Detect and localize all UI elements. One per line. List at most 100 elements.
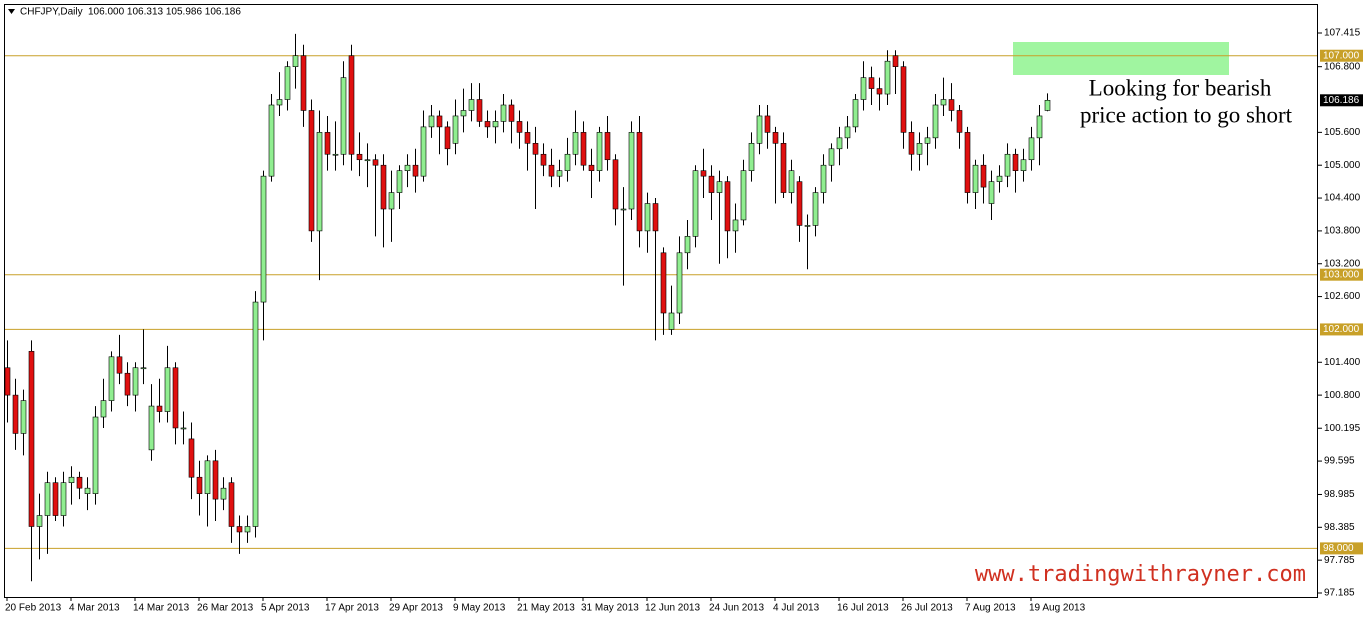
candle-body bbox=[1004, 153, 1011, 177]
candle-body bbox=[108, 356, 115, 401]
candle-body bbox=[404, 164, 411, 171]
candle-body bbox=[932, 104, 939, 139]
candle-body bbox=[228, 482, 235, 527]
plot-frame bbox=[4, 4, 1318, 598]
candle-body bbox=[700, 170, 707, 177]
candle-body bbox=[860, 77, 867, 100]
candle-body bbox=[268, 104, 275, 177]
candle-body bbox=[396, 170, 403, 193]
level-label: 102.000 bbox=[1323, 324, 1360, 335]
x-tick-label: 4 Jul 2013 bbox=[773, 603, 820, 614]
candle-body bbox=[260, 175, 267, 303]
candle-body bbox=[292, 55, 299, 67]
candle-body bbox=[188, 438, 195, 478]
candle-body bbox=[676, 252, 683, 314]
y-tick-label: 105.600 bbox=[1324, 127, 1361, 138]
x-tick-label: 16 Jul 2013 bbox=[837, 603, 889, 614]
x-tick-label: 29 Apr 2013 bbox=[389, 603, 443, 614]
candle-body bbox=[660, 252, 667, 314]
x-tick-label: 5 Apr 2013 bbox=[261, 603, 310, 614]
candle-body bbox=[316, 132, 323, 232]
candle-body bbox=[548, 164, 555, 177]
candle-body bbox=[60, 482, 67, 516]
candle-body bbox=[908, 132, 915, 155]
symbol-label: CHFJPY,Daily bbox=[20, 7, 83, 18]
candle-body bbox=[84, 487, 91, 494]
y-tick-label: 98.985 bbox=[1324, 489, 1355, 500]
candle-body bbox=[420, 126, 427, 177]
candle-body bbox=[436, 115, 443, 128]
candle-body bbox=[172, 367, 179, 429]
level-label: 107.000 bbox=[1323, 50, 1360, 61]
candle-body bbox=[748, 143, 755, 171]
candle-body bbox=[956, 110, 963, 133]
candle-body bbox=[460, 110, 467, 117]
candle-body bbox=[756, 115, 763, 144]
level-label-box bbox=[1320, 268, 1363, 281]
y-tick-label: 103.200 bbox=[1324, 258, 1361, 269]
y-tick-label: 107.415 bbox=[1324, 28, 1361, 39]
candle-body bbox=[780, 143, 787, 193]
y-tick-label: 105.000 bbox=[1324, 160, 1361, 171]
candle-body bbox=[236, 526, 243, 533]
candle-body bbox=[412, 164, 419, 177]
x-tick-label: 19 Aug 2013 bbox=[1029, 603, 1086, 614]
x-tick-label: 12 Jun 2013 bbox=[645, 603, 700, 614]
price-label: 106.186 bbox=[1323, 95, 1360, 106]
y-tick-label: 100.800 bbox=[1324, 390, 1361, 401]
x-tick-label: 14 Mar 2013 bbox=[133, 603, 190, 614]
candle-body bbox=[724, 181, 731, 232]
candle-body bbox=[76, 476, 83, 489]
candle-body bbox=[92, 416, 99, 494]
candle-body bbox=[644, 203, 651, 232]
y-tick-label: 97.785 bbox=[1324, 555, 1355, 566]
target-zone bbox=[1013, 42, 1229, 75]
candle-body bbox=[892, 55, 899, 67]
candle-body bbox=[44, 482, 51, 516]
watermark: www.tradingwithrayner.com bbox=[975, 562, 1306, 587]
candle-body bbox=[132, 367, 139, 396]
candle-body bbox=[340, 77, 347, 155]
candle-body bbox=[452, 115, 459, 144]
candle-body bbox=[612, 159, 619, 210]
candle-body bbox=[164, 367, 171, 412]
candle-body bbox=[508, 104, 515, 122]
candle-body bbox=[140, 367, 147, 370]
x-tick-label: 7 Aug 2013 bbox=[965, 603, 1016, 614]
candle-body bbox=[884, 60, 891, 95]
x-tick-label: 4 Mar 2013 bbox=[69, 603, 120, 614]
candle-body bbox=[180, 427, 187, 430]
candle-body bbox=[1036, 115, 1043, 139]
candle-body bbox=[652, 203, 659, 232]
candle-body bbox=[156, 405, 163, 412]
candle-body bbox=[196, 476, 203, 494]
candle-body bbox=[388, 192, 395, 210]
candle-body bbox=[68, 476, 75, 484]
x-tick-label: 26 Jul 2013 bbox=[901, 603, 953, 614]
y-tick-label: 103.800 bbox=[1324, 226, 1361, 237]
candle-body bbox=[252, 301, 259, 527]
candle-body bbox=[692, 170, 699, 237]
candle-body bbox=[468, 99, 475, 111]
candle-body bbox=[116, 356, 123, 374]
level-label: 103.000 bbox=[1323, 269, 1360, 280]
candle-body bbox=[284, 66, 291, 100]
candle-body bbox=[804, 225, 811, 227]
x-tick-label: 20 Feb 2013 bbox=[5, 603, 62, 614]
y-tick-label: 100.195 bbox=[1324, 423, 1361, 434]
candle-body bbox=[596, 132, 603, 171]
candle-body bbox=[516, 121, 523, 133]
candle-body bbox=[972, 164, 979, 193]
level-label: 98.000 bbox=[1323, 543, 1354, 554]
candle-body bbox=[924, 137, 931, 144]
annotation-line: price action to go short bbox=[1080, 102, 1293, 127]
candle-body bbox=[308, 110, 315, 232]
candle-body bbox=[100, 400, 107, 418]
candle-body bbox=[820, 164, 827, 193]
candle-body bbox=[628, 132, 635, 210]
candle-body bbox=[940, 99, 947, 106]
price-label-box bbox=[1320, 94, 1363, 107]
y-tick-label: 104.400 bbox=[1324, 193, 1361, 204]
